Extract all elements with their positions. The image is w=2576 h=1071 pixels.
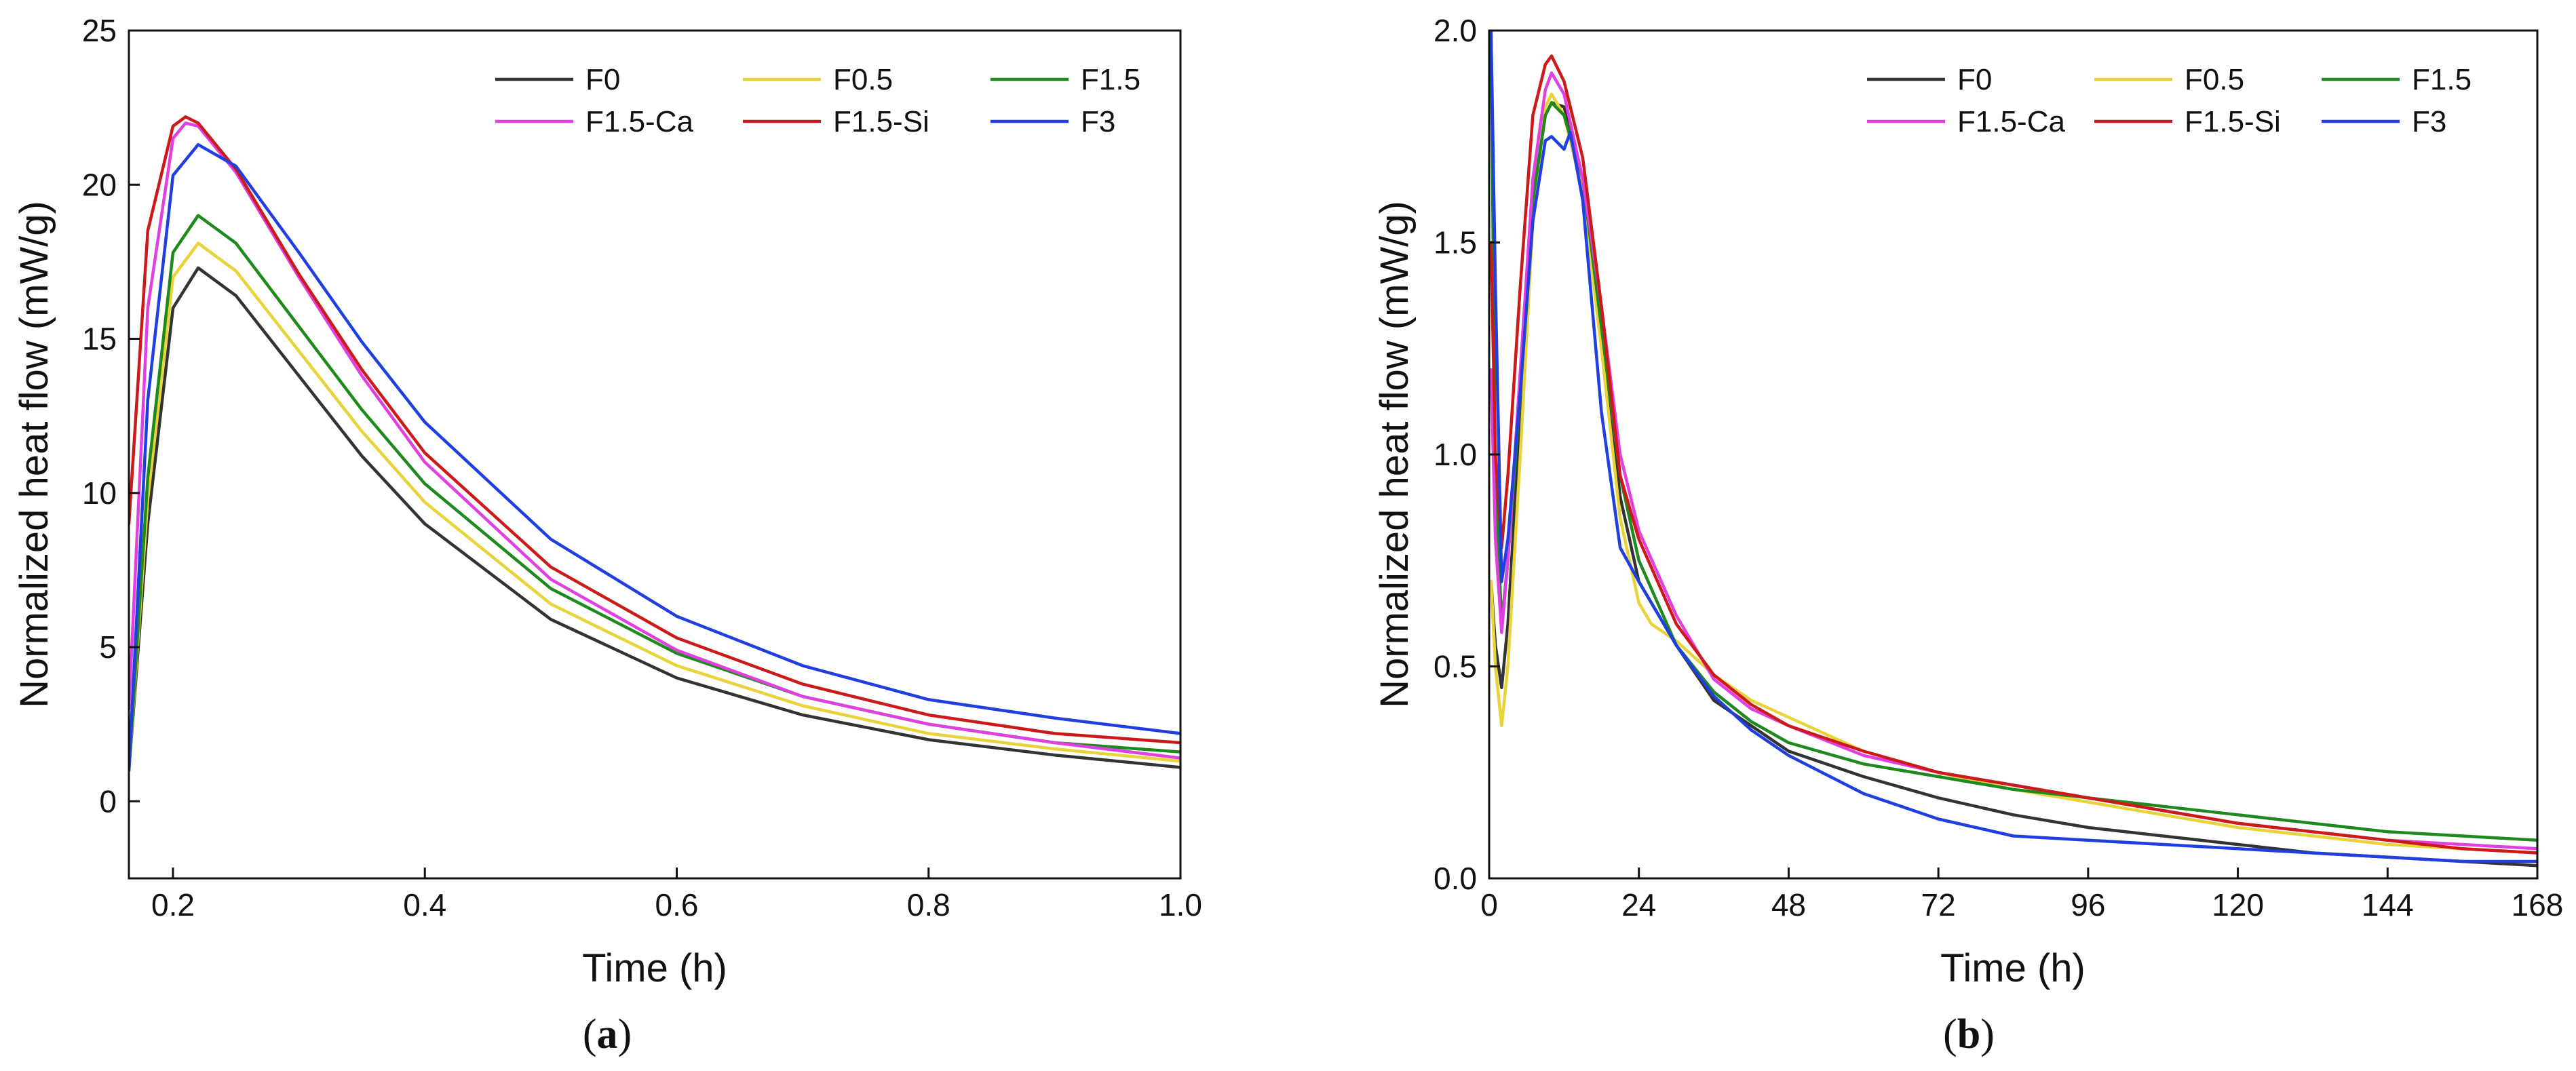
- panel-a-x-tick-label: 0.6: [655, 887, 699, 922]
- panel-b-x-tick-label: 144: [2362, 887, 2414, 922]
- panel-b-series-lines: [1489, 31, 2537, 868]
- panel-b-x-tick-label: 120: [2212, 887, 2264, 922]
- panel-a-series-line-f0: [129, 266, 1180, 773]
- panel-b-x-tick-label: 168: [2512, 887, 2564, 922]
- panel-b-legend-label-f0-5: F0.5: [2185, 63, 2244, 96]
- panel-a-y-axis-title: Normalized heat flow (mW/g): [12, 201, 56, 708]
- panel-a-y-ticks: 0 5 10 15 20 25: [82, 13, 140, 819]
- panel-b-legend-label-f3: F3: [2412, 105, 2446, 138]
- panel-a-plot-frame: [128, 29, 1182, 880]
- panel-b-legend-label-f1-5: F1.5: [2412, 63, 2472, 96]
- panel-b-caption: (b): [1943, 1011, 1995, 1057]
- panel-b-series-line-f0-5: [1489, 92, 2537, 855]
- panel-b-x-tick-label: 72: [1921, 887, 1956, 922]
- panel-b-x-ticks: 0 24 48 72 96 120 144 168: [1480, 868, 2563, 922]
- panel-b-x-tick-label: 96: [2071, 887, 2105, 922]
- panel-a-x-axis-title: Time (h): [582, 946, 727, 990]
- panel-b-plot-frame: [1488, 29, 2539, 880]
- panel-b-legend-label-f1-5-si: F1.5-Si: [2185, 105, 2281, 138]
- panel-b-legend-label-f0: F0: [1957, 63, 1992, 96]
- panel-b-chart: 0 24 48 72 96 120 144 168 0.0 0.5 1.0 1.5 2.0 Time …: [1372, 13, 2563, 1057]
- panel-a-y-tick-label: 15: [82, 322, 117, 357]
- panel-a-chart: 0.2 0.4 0.6 0.8 1.0 0 5 10 15 20 25 Time (h) Norm…: [12, 13, 1202, 1057]
- panel-b-series-line-f1-5-ca: [1489, 71, 2537, 851]
- panel-b-series-line-f1-5-si: [1489, 54, 2537, 855]
- panel-a-x-tick-label: 0.4: [403, 887, 446, 922]
- panel-b-legend-label-f1-5-ca: F1.5-Ca: [1957, 105, 2065, 138]
- panel-b-x-tick-label: 24: [1621, 887, 1656, 922]
- panel-a-series-line-f0-5: [129, 241, 1180, 773]
- panel-a-series-line-f1-5-si: [129, 115, 1180, 745]
- panel-a-legend-label-f1-5-si: F1.5-Si: [833, 105, 929, 138]
- panel-a-x-tick-label: 0.2: [151, 887, 195, 922]
- panel-a-y-tick-label: 10: [82, 475, 117, 511]
- panel-a-x-ticks: 0.2 0.4 0.6 0.8 1.0: [151, 868, 1202, 922]
- panel-b-y-tick-label: 2.0: [1434, 13, 1477, 48]
- panel-a-series-line-f1-5: [129, 214, 1180, 773]
- panel-b-legend: F0 F0.5 F1.5 F1.5-Ca F1.5-Si F3: [1867, 63, 2472, 138]
- panel-a-y-tick-label: 25: [82, 13, 117, 48]
- panel-b-series-line-f1-5: [1489, 31, 2537, 842]
- panel-b-y-tick-label: 0.5: [1434, 649, 1477, 684]
- panel-a-y-tick-label: 5: [99, 629, 117, 665]
- panel-a-legend-label-f1-5-ca: F1.5-Ca: [585, 105, 693, 138]
- panel-b-x-tick-label: 0: [1480, 887, 1498, 922]
- panel-a-series-line-f3: [129, 142, 1180, 773]
- panel-a-legend: F0 F0.5 F1.5 F1.5-Ca F1.5-Si F3: [495, 63, 1140, 138]
- panel-b-y-ticks: 0.0 0.5 1.0 1.5 2.0: [1434, 13, 1500, 896]
- panel-b-x-axis-title: Time (h): [1940, 946, 2085, 990]
- panel-a-legend-label-f1-5: F1.5: [1081, 63, 1140, 96]
- panel-a-y-tick-label: 0: [99, 783, 117, 819]
- panel-a-legend-label-f3: F3: [1081, 105, 1115, 138]
- panel-b-y-tick-label: 1.0: [1434, 437, 1477, 472]
- panel-b-x-tick-label: 48: [1771, 887, 1806, 922]
- panel-a-caption: (a): [583, 1011, 632, 1057]
- panel-a-series-lines: [129, 115, 1180, 773]
- panel-b-series-line-f3: [1489, 31, 2537, 863]
- panel-a-series-line-f1-5-ca: [129, 121, 1180, 760]
- panel-b-series-line-f0: [1489, 101, 2537, 868]
- panel-b-y-tick-label: 0.0: [1434, 861, 1477, 896]
- panel-a-y-tick-label: 20: [82, 167, 117, 202]
- panel-b-y-axis-title: Normalized heat flow (mW/g): [1372, 201, 1417, 708]
- panel-a-legend-label-f0: F0: [585, 63, 620, 96]
- panel-b-y-tick-label: 1.5: [1434, 225, 1477, 260]
- panel-a-legend-label-f0-5: F0.5: [833, 63, 893, 96]
- panel-a-x-tick-label: 1.0: [1159, 887, 1202, 922]
- panel-a-x-tick-label: 0.8: [907, 887, 950, 922]
